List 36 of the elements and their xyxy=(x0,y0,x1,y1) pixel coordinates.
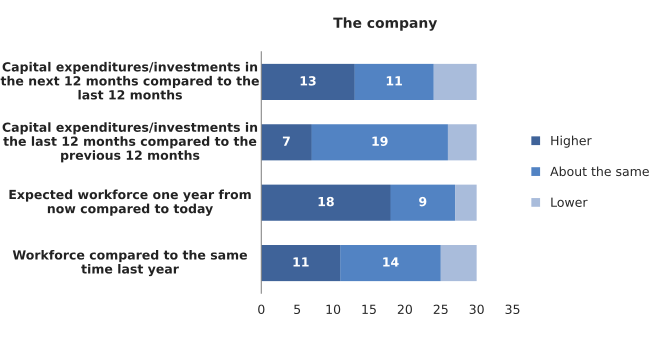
x-tick-label: 0 xyxy=(258,304,264,314)
y-tick-label: Capital expenditures/investments in the next 12 months compared to the last 12 months xyxy=(0,62,259,100)
data-label: 13 xyxy=(300,76,316,86)
y-tick-label: Expected workforce one year from now compared to today xyxy=(9,190,251,216)
chart-title: The company xyxy=(333,17,438,31)
data-label: 11 xyxy=(386,76,402,86)
y-tick-label: Capital expenditures/investments in the last 12 months compared to the previous 12 months xyxy=(2,122,258,162)
bar xyxy=(312,124,448,160)
bar xyxy=(440,244,477,282)
bar xyxy=(261,124,312,160)
data-label: 7 xyxy=(282,136,290,146)
bar xyxy=(340,244,441,282)
x-tick-label: 25 xyxy=(434,304,448,314)
bar xyxy=(261,184,391,221)
legend-label: About the same xyxy=(550,166,649,176)
x-tick-label: 5 xyxy=(294,304,300,314)
bar xyxy=(455,184,477,221)
data-label: 9 xyxy=(419,196,426,206)
bar xyxy=(261,244,340,282)
x-tick-label: 35 xyxy=(506,304,520,314)
x-tick-label: 30 xyxy=(470,304,484,314)
legend-label: Higher xyxy=(551,136,592,148)
bar xyxy=(354,64,434,100)
data-label: 19 xyxy=(372,136,388,146)
bar xyxy=(261,64,355,100)
x-tick-label: 10 xyxy=(326,304,340,314)
bar xyxy=(448,124,477,160)
bar xyxy=(390,184,456,221)
x-tick-label: 15 xyxy=(362,304,376,314)
legend-label: Lower xyxy=(551,198,588,207)
bar xyxy=(434,64,477,100)
x-tick-label: 20 xyxy=(398,304,412,314)
data-label: 18 xyxy=(318,196,334,206)
data-label: 11 xyxy=(293,257,309,267)
data-label: 14 xyxy=(383,257,399,267)
y-tick-label: Workforce compared to the same time last year xyxy=(12,250,247,276)
